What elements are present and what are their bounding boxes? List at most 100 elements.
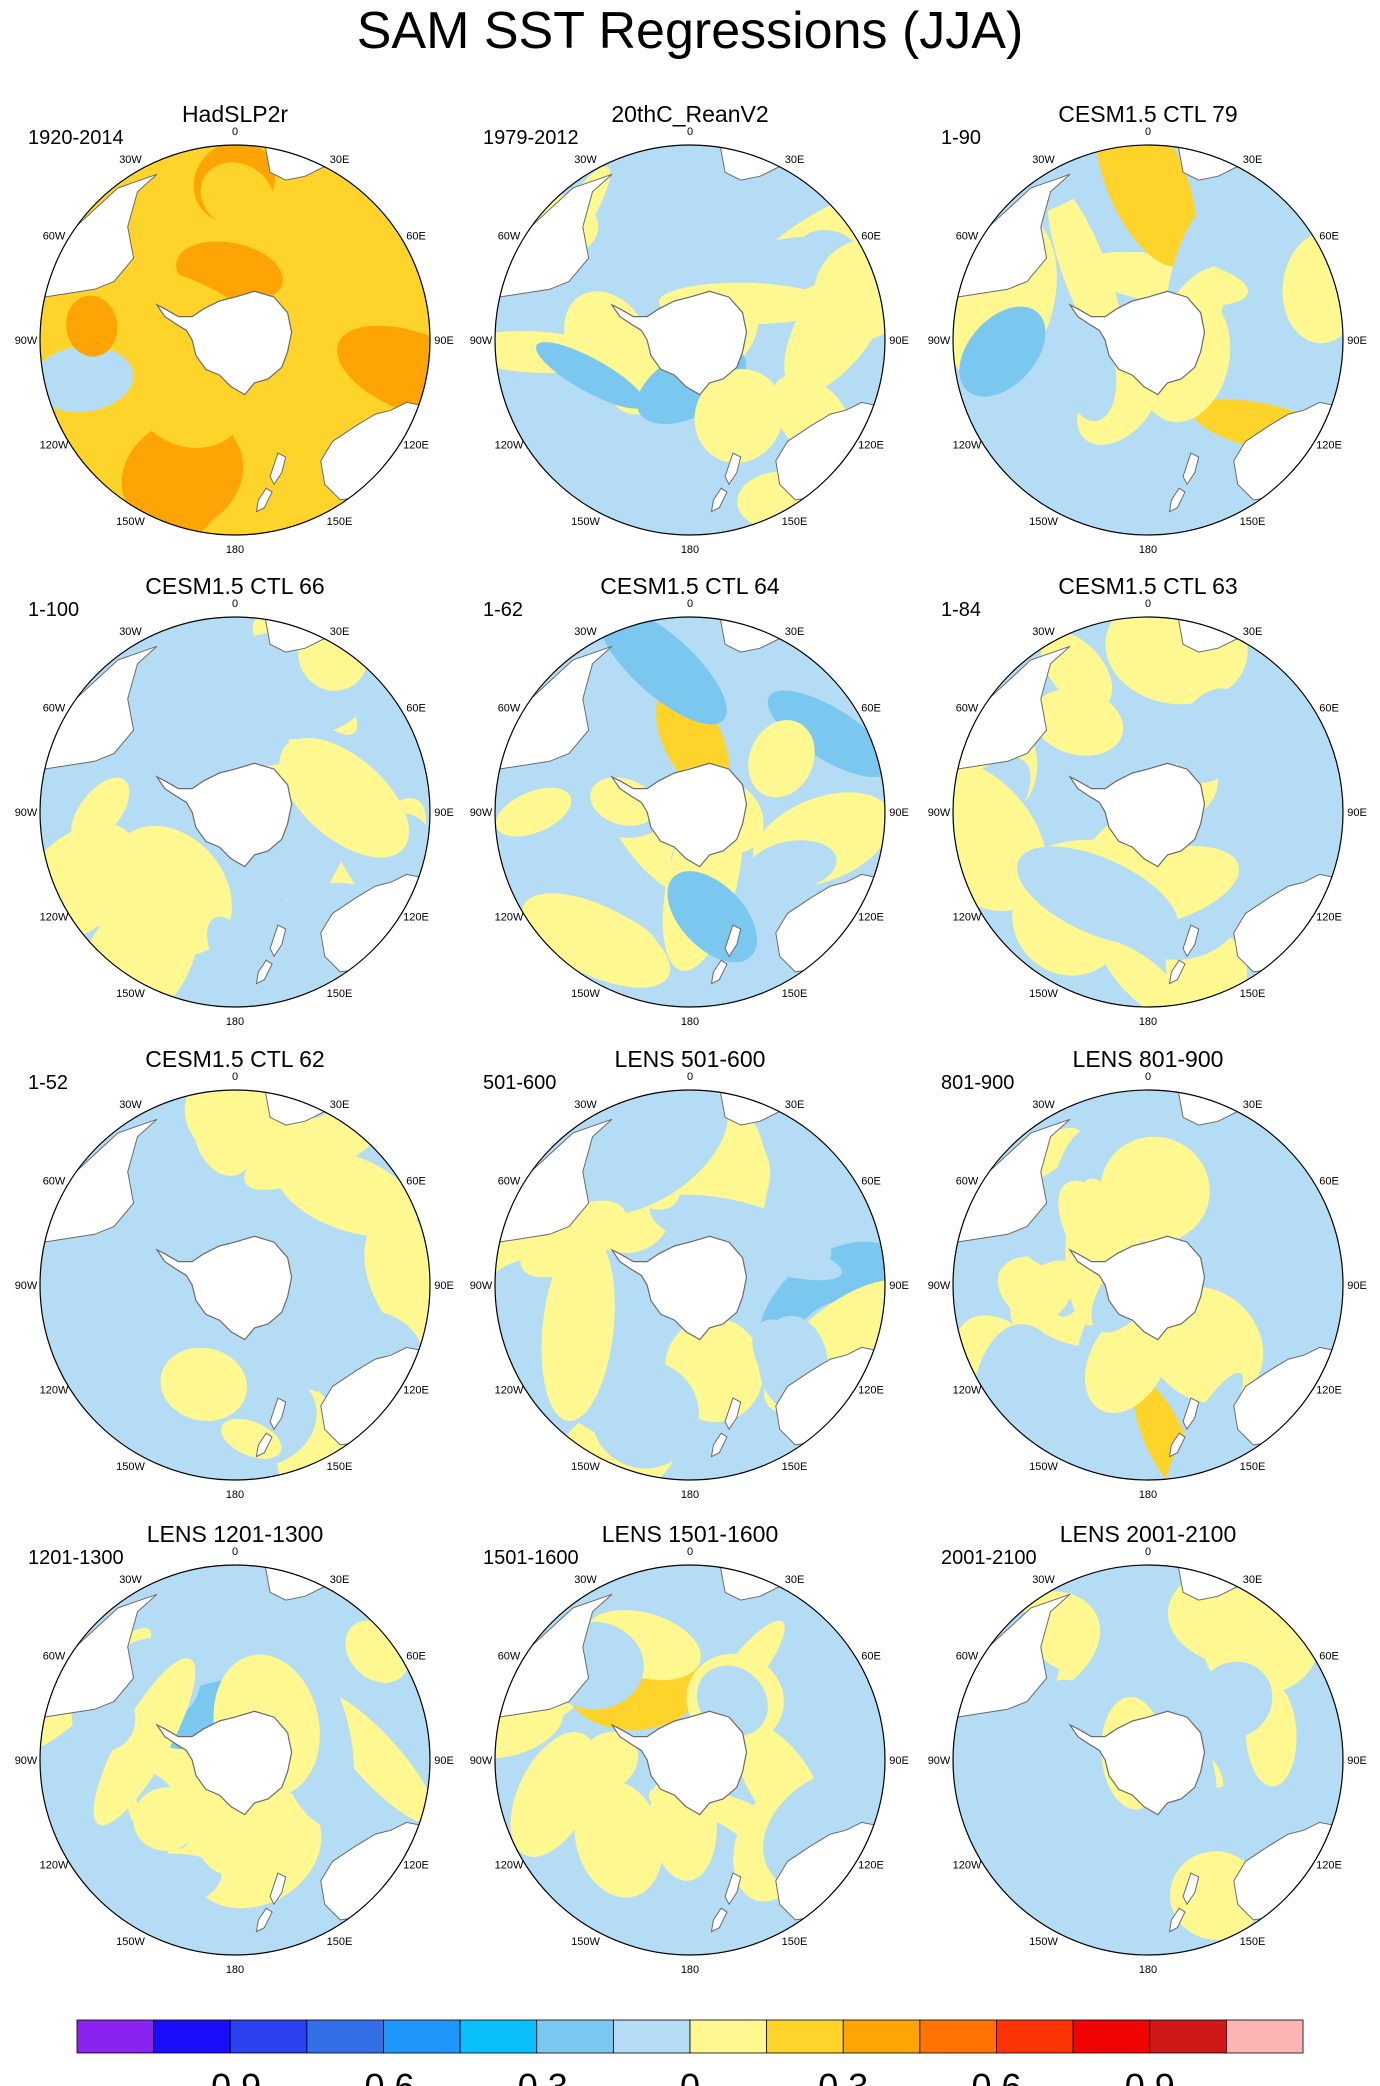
longitude-label: 30E: [785, 626, 805, 638]
longitude-label: 90W: [928, 1280, 951, 1292]
sst-anomaly-region: [1095, 145, 1197, 267]
longitude-label: 120W: [40, 440, 69, 452]
sst-field: [953, 145, 1343, 535]
sst-anomaly-region: [592, 456, 715, 535]
colorbar-bin: [1225, 2019, 1304, 2054]
longitude-label: 150W: [1029, 988, 1058, 1000]
sst-anomaly-region: [200, 162, 274, 230]
panel-period: 1-90: [941, 127, 981, 149]
colorbar-bin: [689, 2019, 768, 2054]
map-border: [39, 1564, 431, 1956]
longitude-label: 0: [687, 598, 693, 610]
colorbar-bin: [842, 2019, 921, 2054]
longitude-label: 150W: [116, 988, 145, 1000]
longitude-label: 90E: [889, 807, 909, 819]
longitude-label: 0: [232, 598, 238, 610]
sst-anomaly-region: [694, 369, 784, 463]
longitude-label: 150E: [327, 1936, 353, 1948]
map-panel-12: LENS 2001-2100 2001-2100 0 30E 60E 90E 120E 150…: [928, 1521, 1367, 1976]
longitude-label: 30E: [785, 1099, 805, 1111]
longitude-label: 0: [232, 126, 238, 138]
sst-anomaly-region: [1010, 1260, 1076, 1331]
sst-anomaly-region: [1196, 1661, 1273, 1739]
longitude-label: 30E: [785, 1574, 805, 1586]
sst-anomaly-region: [1081, 1873, 1163, 1942]
longitude-label: 90W: [470, 807, 493, 819]
sst-anomaly-region: [1100, 1136, 1210, 1243]
antarctica-land: [1068, 1235, 1206, 1341]
longitude-label: 150W: [571, 988, 600, 1000]
sst-anomaly-region: [1016, 846, 1179, 946]
longitude-label: 150E: [782, 1461, 808, 1473]
antarctica-land: [610, 1235, 748, 1341]
sst-anomaly-region: [279, 737, 410, 858]
longitude-label: 150E: [782, 1936, 808, 1948]
longitude-label: 120E: [403, 1385, 429, 1397]
longitude-label: 30W: [119, 154, 142, 166]
new-zealand-land: [255, 487, 273, 513]
map-border: [952, 1564, 1344, 1956]
longitude-label: 30W: [1032, 626, 1055, 638]
sst-anomaly-region: [574, 1780, 663, 1898]
longitude-label: 0: [1145, 126, 1151, 138]
longitude-label: 180: [681, 1016, 699, 1028]
longitude-label: 150W: [116, 1936, 145, 1948]
sst-anomaly-region: [207, 916, 263, 995]
longitude-label: 150E: [1240, 516, 1266, 528]
longitude-label: 150W: [571, 516, 600, 528]
longitude-label: 90W: [15, 1755, 38, 1767]
sst-anomaly-region: [1102, 943, 1191, 1007]
longitude-label: 180: [681, 1964, 699, 1976]
longitude-label: 120E: [403, 1860, 429, 1872]
longitude-label: 120E: [1316, 912, 1342, 924]
panel-period: 1979-2012: [483, 127, 579, 149]
new-zealand-land: [710, 487, 728, 513]
longitude-label: 90E: [434, 1280, 454, 1292]
longitude-label: 120W: [495, 1860, 524, 1872]
longitude-label: 90W: [15, 807, 38, 819]
map-panel-6: CESM1.5 CTL 63 1-84 0 30E 60E 90E 120E 150E 180 1…: [928, 573, 1367, 1028]
new-zealand-land: [269, 1872, 287, 1906]
longitude-label: 30W: [1032, 1574, 1055, 1586]
longitude-label: 150W: [116, 1461, 145, 1473]
figure-title: SAM SST Regressions (JJA): [356, 2, 1024, 60]
new-zealand-land: [710, 1432, 728, 1458]
sst-anomaly-region: [591, 1360, 700, 1469]
sst-anomaly-region: [233, 400, 352, 465]
sst-field: [495, 145, 885, 535]
map-border: [494, 1089, 886, 1481]
longitude-label: 30W: [1032, 1099, 1055, 1111]
longitude-label: 30E: [330, 1574, 350, 1586]
longitude-label: 150E: [1240, 988, 1266, 1000]
longitude-label: 30W: [574, 154, 597, 166]
map-border: [952, 1089, 1344, 1481]
sst-anomaly-region: [160, 1347, 248, 1421]
sst-field: [953, 1090, 1343, 1480]
colorbar-bin: [459, 2019, 538, 2054]
sst-anomaly-region: [747, 840, 837, 891]
sst-anomaly-region: [1060, 321, 1117, 422]
panel-period: 1920-2014: [28, 127, 124, 149]
panel-period: 1-100: [28, 599, 79, 621]
longitude-label: 60W: [43, 231, 66, 243]
longitude-label: 60W: [43, 1176, 66, 1188]
longitude-label: 60E: [406, 703, 426, 715]
panel-period: 1501-1600: [483, 1547, 579, 1569]
new-zealand-land: [710, 1907, 728, 1933]
sst-anomaly-region: [748, 720, 815, 798]
sst-anomaly-region: [953, 757, 1048, 912]
colorbar-bin: [536, 2019, 614, 2054]
longitude-label: 180: [226, 1016, 244, 1028]
map-border: [494, 616, 886, 1008]
sst-anomaly-region: [981, 1792, 1110, 1854]
panel-period: 501-600: [483, 1072, 556, 1094]
longitude-label: 60E: [1319, 231, 1339, 243]
longitude-label: 180: [1139, 1964, 1157, 1976]
longitude-label: 30E: [1243, 626, 1263, 638]
colorbar-bin: [766, 2019, 844, 2054]
longitude-label: 180: [681, 544, 699, 556]
longitude-label: 90E: [434, 1755, 454, 1767]
longitude-label: 60E: [861, 1176, 881, 1188]
map-panel-8: LENS 501-600 501-600 0 30E 60E 90E 120E 150E 180…: [470, 1046, 909, 1501]
